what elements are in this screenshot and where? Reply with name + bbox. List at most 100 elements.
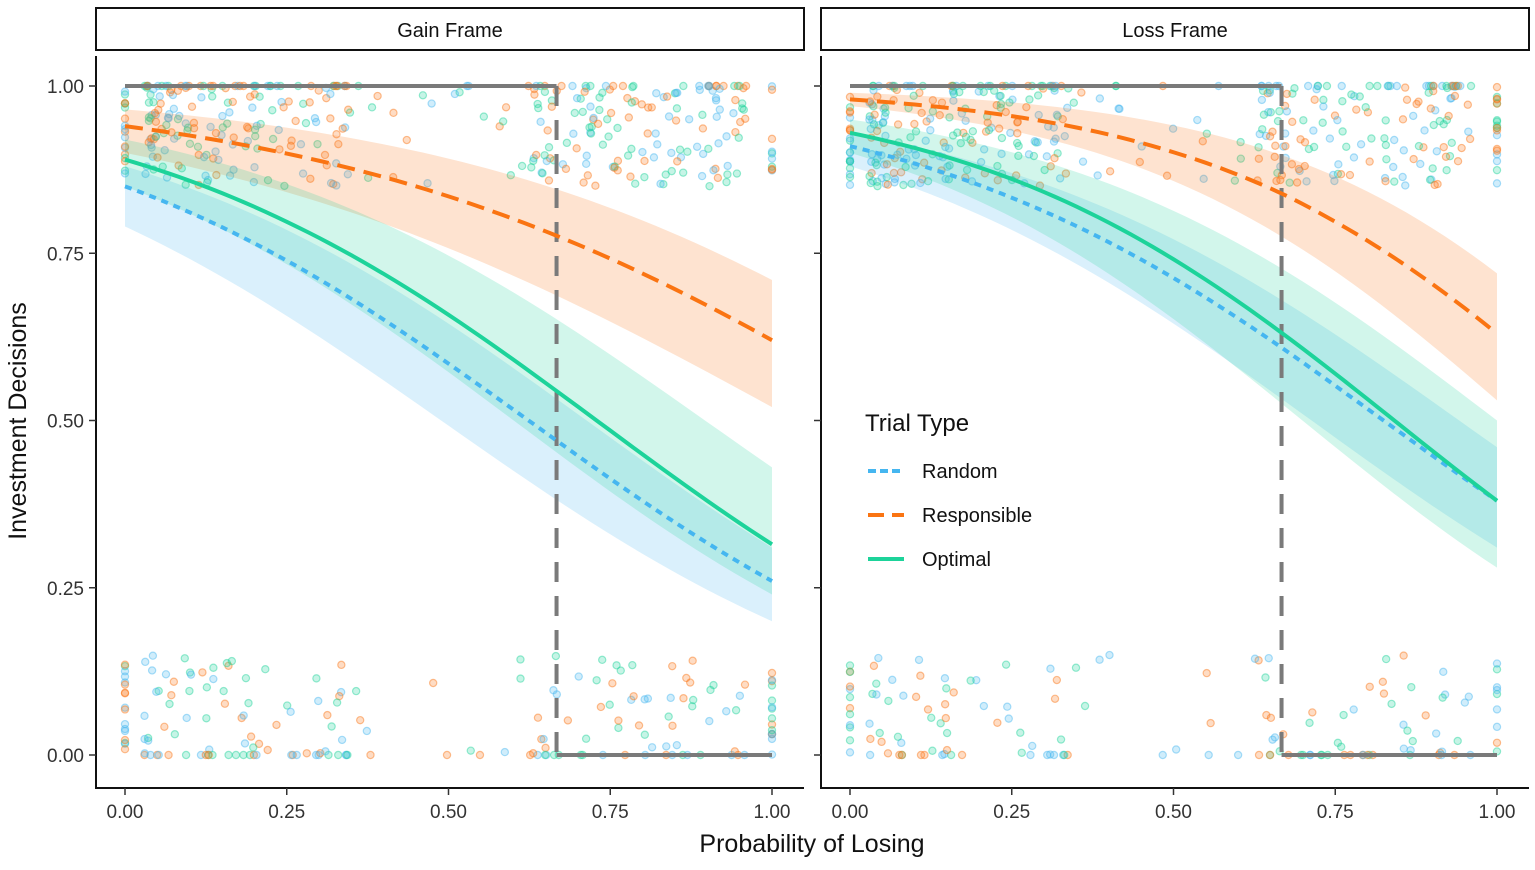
- scatter-point: [1295, 166, 1304, 176]
- scatter-point: [767, 147, 777, 156]
- scatter-point: [713, 173, 723, 183]
- ci-band-random: [850, 132, 1497, 548]
- scatter-point: [767, 725, 777, 735]
- scatter-point: [314, 696, 323, 706]
- scatter-point: [1053, 112, 1063, 121]
- scatter-point: [140, 734, 149, 744]
- scatter-point: [252, 750, 261, 760]
- scatter-point: [1063, 750, 1072, 760]
- scatter-point: [889, 168, 899, 178]
- scatter-point: [1025, 95, 1034, 104]
- scatter-point: [402, 135, 411, 145]
- scatter-point: [1333, 115, 1342, 125]
- scatter-point: [966, 676, 975, 685]
- scatter-point: [649, 153, 659, 162]
- scatter-point: [1407, 682, 1416, 692]
- scatter-point: [1492, 179, 1502, 188]
- scatter-point: [219, 686, 228, 696]
- scatter-point: [1352, 105, 1361, 114]
- scatter-point: [1365, 157, 1374, 166]
- scatter-point: [916, 750, 926, 760]
- scatter-point: [120, 726, 130, 736]
- scatter-point: [627, 144, 636, 154]
- scatter-point: [237, 713, 246, 723]
- scatter-point: [572, 93, 582, 103]
- scatter-point: [1270, 733, 1280, 742]
- scatter-point: [140, 711, 149, 721]
- scatter-point: [189, 118, 199, 128]
- scatter-point: [149, 135, 159, 144]
- scatter-point: [287, 750, 296, 760]
- scatter-point: [149, 98, 158, 107]
- scatter-point: [906, 133, 915, 142]
- scatter-point: [767, 714, 777, 723]
- scatter-point: [948, 87, 958, 96]
- scatter-point: [1199, 174, 1208, 184]
- scatter-point: [1030, 137, 1039, 146]
- scatter-point: [586, 102, 595, 111]
- scatter-point: [198, 668, 207, 677]
- scatter-point: [120, 672, 130, 681]
- scatter-point: [466, 746, 475, 755]
- scatter-point: [1033, 138, 1042, 147]
- scatter-point: [227, 656, 237, 666]
- scatter-point: [1309, 126, 1318, 135]
- scatter-point: [1202, 668, 1211, 678]
- scatter-point: [1443, 83, 1452, 93]
- scatter-point: [272, 720, 281, 730]
- scatter-point: [1254, 143, 1263, 152]
- legend-title: Trial Type: [865, 410, 969, 437]
- scatter-point: [927, 713, 936, 723]
- scatter-point: [940, 674, 950, 683]
- scatter-point: [866, 178, 875, 188]
- scatter-point: [911, 127, 921, 136]
- scatter-point: [224, 661, 233, 670]
- scatter-point: [189, 124, 199, 133]
- scatter-point: [736, 117, 745, 127]
- scatter-point: [1058, 114, 1068, 124]
- scatter-point: [1265, 750, 1275, 760]
- scatter-point: [165, 88, 175, 97]
- scatter-point: [678, 168, 688, 177]
- scatter-point: [983, 118, 992, 127]
- scatter-point: [1447, 93, 1456, 103]
- scatter-point: [767, 166, 777, 175]
- scatter-point: [147, 143, 156, 152]
- scatter-point: [1350, 91, 1359, 101]
- scatter-point: [1033, 91, 1043, 100]
- scatter-point: [501, 103, 511, 112]
- scatter-point: [120, 90, 130, 99]
- scatter-point: [562, 138, 572, 148]
- scatter-point: [244, 124, 253, 133]
- scatter-point: [1365, 682, 1374, 691]
- scatter-point: [1492, 144, 1502, 154]
- scatter-point: [873, 181, 882, 191]
- scatter-point: [901, 162, 910, 172]
- scatter-point: [845, 180, 855, 190]
- scatter-point: [936, 719, 945, 728]
- scatter-point: [767, 720, 777, 729]
- scatter-point: [1450, 91, 1460, 101]
- scatter-point: [911, 150, 921, 160]
- scatter-point: [254, 739, 264, 749]
- scatter-point: [1080, 701, 1090, 711]
- scatter-point: [640, 730, 650, 739]
- scatter-point: [1347, 90, 1356, 99]
- scatter-point: [845, 723, 855, 732]
- scatter-point: [208, 92, 217, 101]
- scatter-point: [629, 81, 638, 91]
- scatter-point: [667, 148, 676, 158]
- scatter-point: [572, 144, 581, 153]
- scatter-point: [587, 122, 596, 131]
- scatter-point: [343, 170, 353, 179]
- scatter-point: [1268, 127, 1277, 136]
- scatter-point: [731, 706, 741, 715]
- scatter-point: [865, 719, 874, 728]
- scatter-point: [1389, 135, 1399, 145]
- scatter-point: [613, 156, 623, 166]
- scatter-point: [516, 674, 525, 683]
- scatter-point: [879, 104, 888, 113]
- scatter-point: [249, 743, 258, 752]
- scatter-point: [120, 87, 130, 96]
- scatter-point: [1447, 138, 1456, 148]
